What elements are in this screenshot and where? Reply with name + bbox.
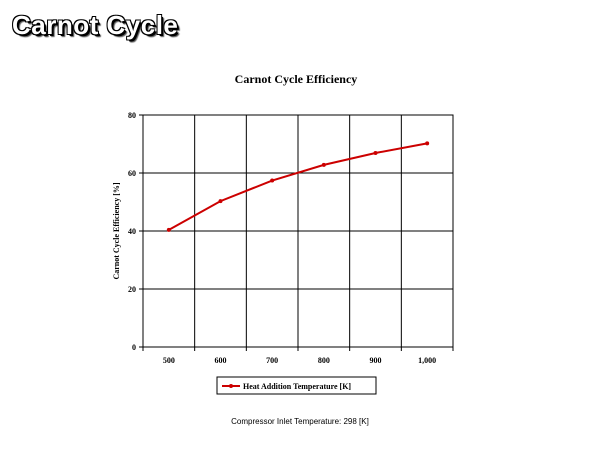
y-axis-ticks: 0 20 40 60 80 [128, 111, 143, 352]
data-point [218, 199, 223, 204]
data-point [425, 141, 430, 146]
x-tick-label: 1,000 [418, 356, 436, 365]
legend-label: Heat Addition Temperature [K] [243, 382, 351, 391]
series-line [168, 142, 428, 231]
x-tick-label: 500 [163, 356, 175, 365]
y-tick-label: 60 [128, 169, 136, 178]
legend-box [216, 376, 377, 395]
x-tick-label: 800 [318, 356, 330, 365]
data-point [321, 162, 326, 167]
legend-marker [229, 384, 233, 388]
slide-title: Carnot Cycle [12, 10, 179, 40]
data-point [373, 150, 378, 155]
data-point [270, 178, 275, 183]
chart-title: Carnot Cycle Efficiency [235, 72, 358, 86]
grid [143, 115, 453, 347]
y-axis-label: Carnot Cycle Efficiency [%] [112, 182, 121, 279]
y-tick-label: 20 [128, 285, 136, 294]
x-tick-label: 900 [370, 356, 382, 365]
x-tick-label: 700 [266, 356, 278, 365]
data-point [166, 227, 171, 232]
y-tick-label: 0 [132, 343, 136, 352]
y-tick-label: 80 [128, 111, 136, 120]
legend: Heat Addition Temperature [K] [216, 376, 377, 395]
y-tick-label: 40 [128, 227, 136, 236]
x-axis-ticks: 500 600 700 800 900 1,000 [142, 347, 454, 365]
x-tick-label: 600 [215, 356, 227, 365]
series-layer [166, 141, 430, 232]
footnote: Compressor Inlet Temperature: 298 [K] [231, 417, 369, 426]
